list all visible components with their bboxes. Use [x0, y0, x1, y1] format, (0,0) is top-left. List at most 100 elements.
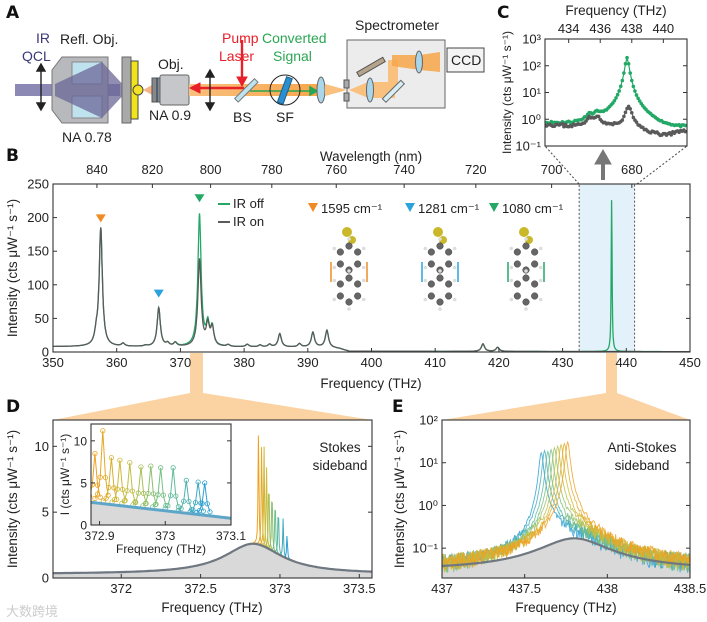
translation-arrow-icon [35, 62, 47, 112]
y-axis-label: Intensity (cts μW⁻¹ s⁻¹) [5, 199, 20, 337]
x-tick-label: 440 [615, 355, 637, 370]
obj-label: Obj. [158, 56, 184, 72]
panel-b-spectrum: B [6, 146, 636, 353]
inset-data-point [202, 480, 208, 486]
x2-tick-label: 840 [86, 162, 108, 177]
x-tick-label: 360 [106, 355, 128, 370]
inset-data-point [124, 488, 130, 494]
data-point [628, 106, 632, 111]
x-tick-label: 380 [233, 355, 255, 370]
inset-baseline-curve [91, 500, 231, 520]
inset-spectrum [196, 482, 211, 513]
inset-data-point [114, 486, 120, 492]
y-tick-label: 0 [80, 519, 87, 533]
inset-data-point [85, 497, 89, 501]
inset-data-point [183, 477, 189, 483]
data-point [628, 71, 632, 75]
data-point [683, 123, 687, 128]
panel-label-c: C [497, 3, 509, 23]
x-tick-label: 372.5 [184, 581, 217, 596]
annotation-line1: Anti-Stokes [607, 440, 676, 455]
inset-data-point [167, 493, 174, 499]
inset-data-point [100, 428, 106, 434]
x-tick-label: 438 [621, 21, 643, 36]
ir-on-spectrum [442, 451, 690, 574]
x-tick-label: 372 [110, 581, 132, 596]
inset-frame [90, 423, 232, 526]
legend-triangle-icon [405, 203, 415, 212]
y-tick-label: 10 [74, 434, 88, 448]
objective-lens-icon [151, 74, 190, 106]
x-tick-label: 372.9 [85, 529, 115, 543]
inset-data-point [97, 474, 103, 480]
x-axis-label: Frequency (THz) [320, 376, 421, 391]
inset-data-point [155, 492, 161, 498]
data-point [634, 120, 639, 124]
x2-tick-label: 780 [261, 162, 283, 177]
data-point [612, 99, 617, 103]
pump-label: Pump [222, 30, 259, 46]
panel-b-plot: 350 360 370 380 390 400 410 420 430 440 450 0 50 100 1… [5, 149, 701, 391]
inset-spectrum [152, 467, 167, 508]
x-tick-label: 437 [431, 581, 453, 596]
ir-off-curve [53, 542, 372, 575]
y-tick-label: 10⁻¹ [412, 541, 438, 556]
data-point [626, 61, 631, 66]
connector-to-panel-d [53, 353, 372, 420]
up-arrow-icon [594, 148, 612, 180]
y-axis-label: Intensity (cts μW⁻¹ s⁻¹) [392, 430, 407, 568]
y-tick-label: 5 [42, 505, 49, 520]
panel-label-b: B [6, 146, 19, 166]
sample-substrate [121, 56, 132, 124]
y-tick-label: 0 [42, 571, 49, 586]
inset-data-point [111, 485, 117, 491]
inset-data-point [204, 501, 210, 507]
data-point [629, 110, 634, 115]
ir-off-area [53, 543, 372, 578]
x-tick-label: 438.5 [674, 581, 707, 596]
inset-x-axis-label: Frequency (THz) [116, 542, 206, 556]
inset-data-point [170, 465, 176, 471]
legend-mode-label: 1281 cm⁻¹ [418, 201, 480, 216]
pump-arrow-icon [188, 40, 248, 94]
spectrometer-optics [343, 50, 440, 104]
x-tick-label: 373.1 [216, 529, 246, 543]
inset-data-point [103, 495, 109, 501]
x-tick-label: 350 [42, 355, 64, 370]
inset-spectrum [94, 430, 109, 499]
y-tick-label: 50 [35, 311, 49, 326]
inset-data-point [160, 492, 166, 498]
inset-spectrum [178, 480, 193, 511]
inset-data-point [121, 498, 128, 504]
connector-line-right [636, 145, 688, 185]
x-tick-label: 390 [297, 355, 319, 370]
inset-data-point [199, 500, 205, 507]
inset-data-point [108, 455, 114, 461]
inset-spectrum [132, 466, 147, 506]
data-point [623, 110, 628, 115]
inset-data-point [192, 500, 199, 506]
mirror-icon [381, 79, 406, 104]
x2-tick-label: 800 [200, 162, 222, 177]
reflective-objective-icon [51, 56, 128, 124]
spectral-filter-icon [276, 76, 293, 105]
data-point [622, 114, 626, 119]
inset-data-point [112, 496, 118, 503]
inset-data-point [190, 507, 196, 513]
inset-data-point [135, 490, 141, 496]
y-tick-label: 150 [27, 244, 49, 259]
x-tick-label: 436 [589, 21, 611, 36]
data-point [634, 93, 639, 97]
data-point [615, 92, 620, 97]
x2-tick-label: 820 [142, 162, 164, 177]
y-tick-label: 10² [419, 413, 438, 428]
data-point [622, 71, 626, 75]
watermark: 大数跨境 [6, 604, 58, 619]
inset-data-point [196, 508, 203, 514]
inset-data-point [119, 486, 126, 493]
panel-label-a: A [6, 3, 20, 23]
y-tick-label: 10³ [522, 32, 541, 47]
na-refl-label: NA 0.78 [62, 129, 112, 145]
signal-label: Signal [273, 48, 312, 64]
